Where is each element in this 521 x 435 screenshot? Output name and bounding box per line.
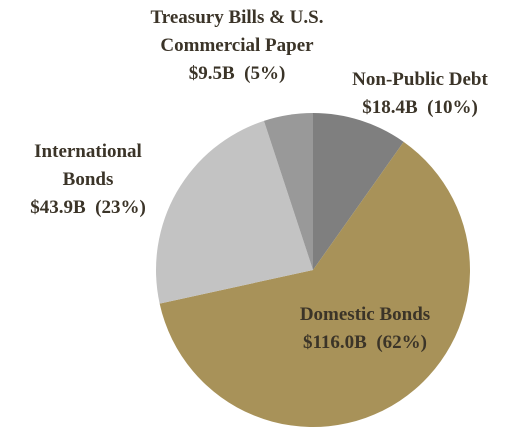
slice-label: Non-Public Debt $18.4B (10%) xyxy=(352,66,488,122)
value-label: $9.5B xyxy=(188,63,235,84)
percent-label: (23%) xyxy=(95,197,146,218)
category-label: International Bonds xyxy=(34,141,142,190)
category-label: Treasury Bills & U.S. Commercial Paper xyxy=(150,7,324,56)
slice-label: International Bonds $43.9B (23%) xyxy=(13,138,163,222)
slice-label: Domestic Bonds $116.0B (62%) xyxy=(300,301,430,357)
value-label: $43.9B xyxy=(30,197,86,218)
percent-label: (62%) xyxy=(376,332,428,353)
category-label: Non-Public Debt xyxy=(352,69,488,90)
pie-slice xyxy=(263,113,313,270)
pie-slice xyxy=(156,120,313,304)
slice-label: Treasury Bills & U.S. Commercial Paper $9… xyxy=(148,4,326,88)
pie-slice xyxy=(313,113,404,270)
category-label: Domestic Bonds xyxy=(299,304,431,325)
percent-label: (5%) xyxy=(244,63,286,84)
value-label: $116.0B xyxy=(302,332,367,353)
percent-label: (10%) xyxy=(427,97,478,118)
value-label: $18.4B xyxy=(362,97,418,118)
pie-slice xyxy=(159,141,471,428)
